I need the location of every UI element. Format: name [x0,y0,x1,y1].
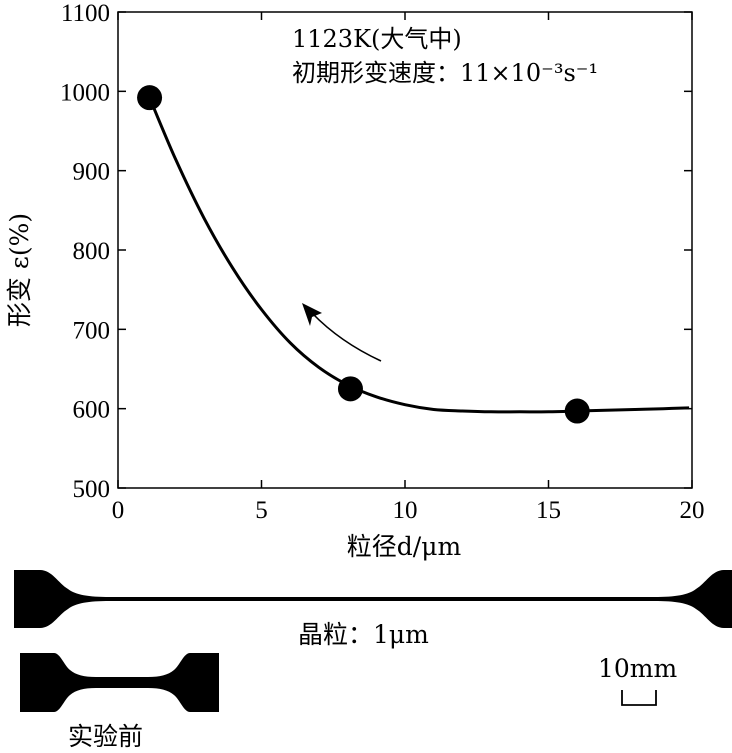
scale-bar [621,690,657,706]
y-tick-label: 1000 [60,79,110,106]
trend-arrow [311,312,382,362]
x-tick-label: 0 [112,497,125,524]
y-tick-label: 700 [73,317,111,344]
specimen-before-label: 实验前 [68,722,144,751]
x-tick-label: 15 [536,497,561,524]
fit-curve [148,97,690,414]
x-tick-label: 5 [255,497,268,524]
x-tick-label: 10 [393,497,418,524]
y-tick-label: 500 [73,476,111,503]
x-tick-label: 20 [680,497,705,524]
data-point [564,398,590,424]
trend-arrowhead [302,303,322,326]
axis-ticks [117,11,693,489]
specimen-after-label: 晶粒：1μm [298,620,429,649]
scale-label: 10mm [598,654,678,683]
data-points [137,85,590,424]
condition-line-1: 1123K(大气中) [292,25,462,53]
condition-line-2: 初期形变速度：11×10⁻³s⁻¹ [292,59,598,87]
y-axis-title: 形变 ε(%) [5,213,34,327]
y-tick-label: 800 [73,238,111,265]
y-tick-labels: 500 600 700 800 900 1000 1100 [60,0,110,503]
specimen-before [20,653,219,712]
specimen-after [14,570,732,628]
data-point [337,376,363,402]
x-tick-labels: 0 5 10 15 20 [112,497,705,524]
y-tick-label: 1100 [61,0,110,27]
x-axis-title: 粒径d/μm [347,532,462,561]
y-tick-label: 600 [73,397,111,424]
y-tick-label: 900 [73,159,111,186]
data-point [137,85,163,111]
